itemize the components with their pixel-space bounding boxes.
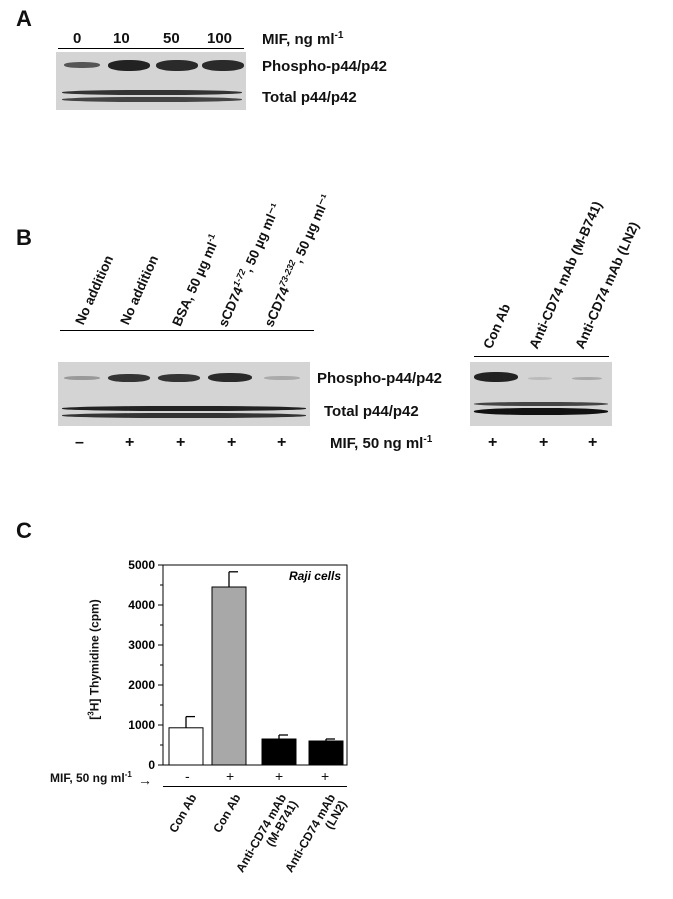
panel-c-group-line	[163, 786, 347, 787]
bar	[211, 586, 247, 766]
panel-b-row1-label: Phospho-p44/p42	[317, 370, 443, 387]
panel-b-sign-lane1: –	[75, 434, 84, 451]
panel-a-mif-label: MIF, ng ml-1	[262, 30, 343, 48]
panel-b-row2-label: Total p44/p42	[324, 403, 419, 420]
bar	[308, 740, 344, 766]
panel-c-sign-1: -	[185, 768, 190, 784]
panel-b-sign-lane3: +	[176, 434, 186, 451]
bar	[168, 727, 204, 766]
panel-b-right-underline	[474, 356, 609, 357]
y-label-sup: 3	[86, 711, 96, 716]
y-tick-label: 1000	[128, 718, 155, 732]
dose-10: 10	[113, 30, 130, 47]
y-tick-label: 4000	[128, 598, 155, 612]
panel-b-sign-lane4: +	[227, 434, 237, 451]
chart-title: Raji cells	[289, 569, 341, 583]
dose-0: 0	[73, 30, 82, 47]
dose-50: 50	[163, 30, 180, 47]
panel-b-right-blot	[470, 362, 612, 426]
panel-b-left-blot	[58, 362, 310, 426]
y-tick-label: 5000	[128, 558, 155, 572]
bar	[261, 738, 297, 766]
panel-a-row2-label: Total p44/p42	[262, 89, 357, 106]
panel-b-left-underline	[60, 330, 314, 331]
panel-b-sign-lane5: +	[277, 434, 287, 451]
panel-b-sign-right3: +	[588, 434, 598, 451]
panel-c-sign-4: +	[321, 768, 330, 784]
panel-c-letter: C	[16, 518, 32, 543]
dose-underline	[58, 48, 244, 49]
panel-b-letter: B	[16, 225, 32, 250]
panel-b-mif-sup: -1	[423, 434, 433, 445]
panel-c-sign-3: +	[275, 768, 284, 784]
panel-a-row1-label: Phospho-p44/p42	[262, 58, 388, 75]
y-tick-label: 2000	[128, 678, 155, 692]
mif-arrow: →	[138, 772, 152, 788]
panel-a-mif-sup: -1	[334, 30, 344, 41]
y-label-rest: H] Thymidine (cpm)	[87, 599, 102, 712]
panel-b-sign-right2: +	[539, 434, 549, 451]
y-axis-label: [3H] Thymidine (cpm)	[87, 560, 102, 760]
panel-c-mif-text: MIF, 50 ng ml	[50, 771, 125, 785]
panel-c-mif-sup: -1	[124, 770, 132, 779]
panel-c-mif-label: MIF, 50 ng ml-1	[50, 770, 132, 785]
panel-b-mif-text: MIF, 50 ng ml	[330, 435, 424, 452]
chart-layer: 0 1000 2000 3000 4000 5000 Raji cells	[128, 558, 348, 772]
panel-b-mif-label: MIF, 50 ng ml-1	[330, 434, 432, 452]
dose-100: 100	[207, 30, 233, 47]
panel-a-blot	[56, 52, 246, 110]
panel-b-sign-right1: +	[488, 434, 498, 451]
panel-b-sign-lane2: +	[125, 434, 135, 451]
y-label-prefix: [	[87, 715, 102, 720]
panel-c-sign-2: +	[226, 768, 235, 784]
y-tick-label: 3000	[128, 638, 155, 652]
y-tick-label: 0	[148, 758, 155, 772]
panel-a-letter: A	[16, 6, 32, 31]
panel-a-mif-text: MIF, ng ml	[262, 31, 335, 48]
